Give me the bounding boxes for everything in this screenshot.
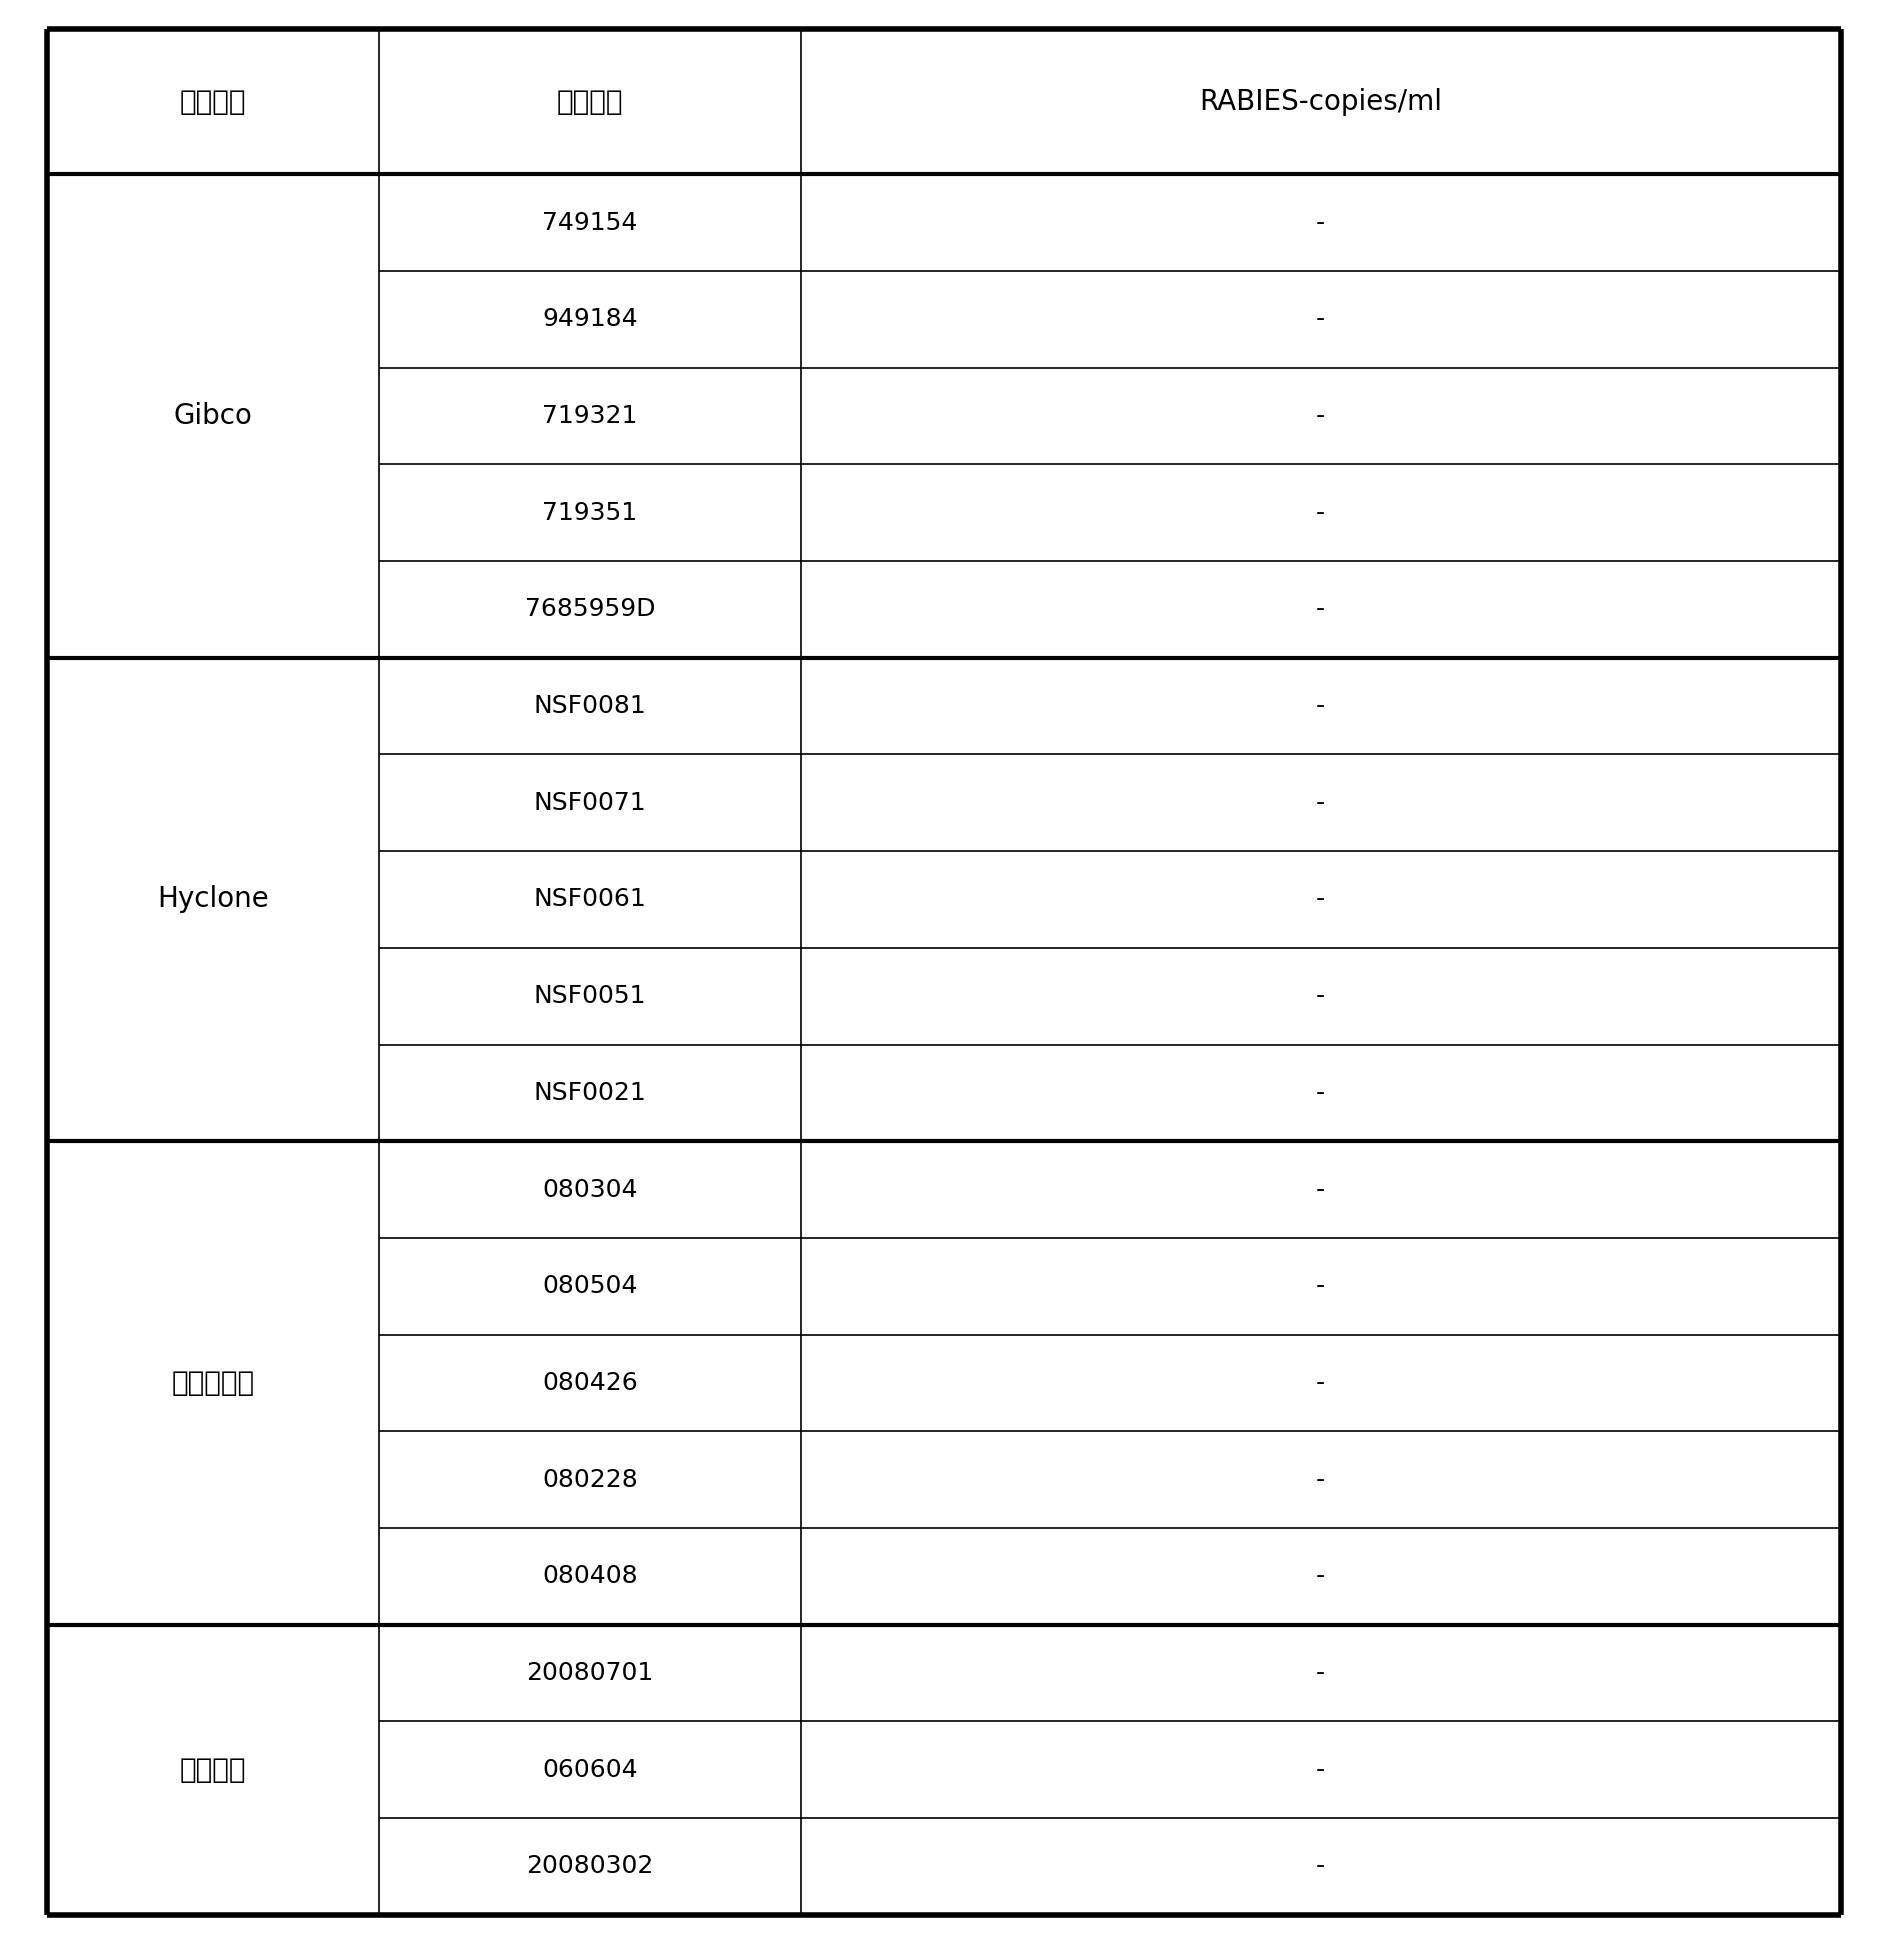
Text: 080228: 080228 — [542, 1468, 638, 1491]
Text: -: - — [1316, 1468, 1325, 1491]
Text: -: - — [1316, 404, 1325, 428]
Text: Gibco: Gibco — [174, 402, 253, 430]
Text: NSF0061: NSF0061 — [534, 888, 646, 912]
Text: -: - — [1316, 1273, 1325, 1299]
Text: -: - — [1316, 791, 1325, 815]
Text: 749154: 749154 — [542, 210, 638, 235]
Text: 7685959D: 7685959D — [525, 597, 655, 622]
Text: -: - — [1316, 210, 1325, 235]
Text: 公司名称: 公司名称 — [179, 87, 245, 117]
Text: -: - — [1316, 1081, 1325, 1104]
Text: -: - — [1316, 888, 1325, 912]
Text: -: - — [1316, 1660, 1325, 1685]
Text: NSF0071: NSF0071 — [534, 791, 646, 815]
Text: -: - — [1316, 502, 1325, 525]
Text: 杭州四季青: 杭州四季青 — [172, 1369, 255, 1398]
Text: 080426: 080426 — [542, 1371, 638, 1396]
Text: -: - — [1316, 1757, 1325, 1783]
Text: -: - — [1316, 307, 1325, 330]
Text: -: - — [1316, 694, 1325, 717]
Text: 20080701: 20080701 — [527, 1660, 653, 1685]
Text: NSF0021: NSF0021 — [534, 1081, 646, 1104]
Text: -: - — [1316, 597, 1325, 622]
Text: -: - — [1316, 1371, 1325, 1396]
Text: 080408: 080408 — [542, 1565, 638, 1588]
Text: 719351: 719351 — [542, 502, 638, 525]
Text: 060604: 060604 — [542, 1757, 638, 1783]
Text: -: - — [1316, 1855, 1325, 1878]
Text: NSF0051: NSF0051 — [534, 984, 646, 1009]
Text: 949184: 949184 — [542, 307, 638, 330]
Text: NSF0081: NSF0081 — [534, 694, 646, 717]
Text: 080304: 080304 — [542, 1178, 638, 1201]
Text: RABIES-copies/ml: RABIES-copies/ml — [1199, 87, 1442, 117]
Text: -: - — [1316, 1565, 1325, 1588]
Text: Hyclone: Hyclone — [157, 885, 268, 914]
Text: 武汉三利: 武汉三利 — [179, 1755, 245, 1785]
Text: 20080302: 20080302 — [527, 1855, 653, 1878]
Text: -: - — [1316, 984, 1325, 1009]
Text: -: - — [1316, 1178, 1325, 1201]
Text: 080504: 080504 — [542, 1273, 638, 1299]
Text: 血清批号: 血清批号 — [557, 87, 623, 117]
Text: 719321: 719321 — [542, 404, 638, 428]
